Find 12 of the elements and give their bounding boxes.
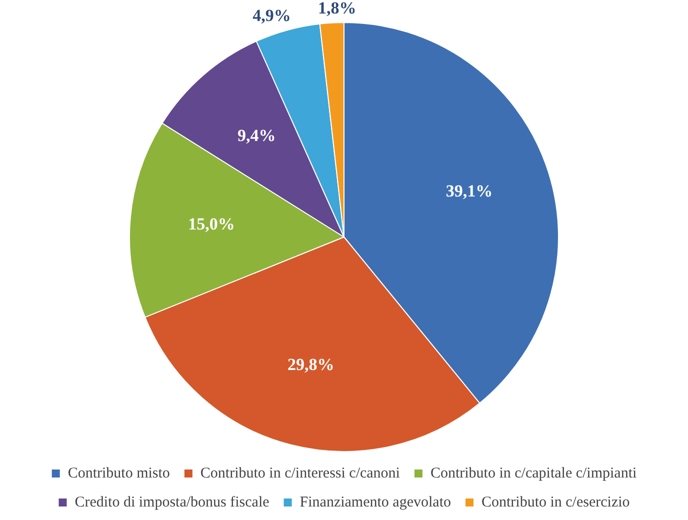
legend-label: Finanziamento agevolato [300, 494, 451, 510]
data-label: 39,1% [446, 182, 493, 201]
data-label: 15,0% [188, 214, 235, 234]
data-label: 4,9% [252, 6, 291, 25]
data-label: 9,4% [238, 126, 276, 146]
data-label: 1,8% [318, 0, 356, 18]
legend-label: Contributo in c/capitale c/impianti [430, 465, 637, 482]
legend-label: Credito di imposta/bonus fiscale [74, 494, 270, 510]
legend-label: Contributo misto [68, 465, 170, 482]
data-label: 29,8% [288, 355, 334, 374]
legend-label: Contributo in c/interessi c/canoni [200, 465, 400, 482]
legend-label: Contributo in c/esercizio [481, 494, 630, 510]
